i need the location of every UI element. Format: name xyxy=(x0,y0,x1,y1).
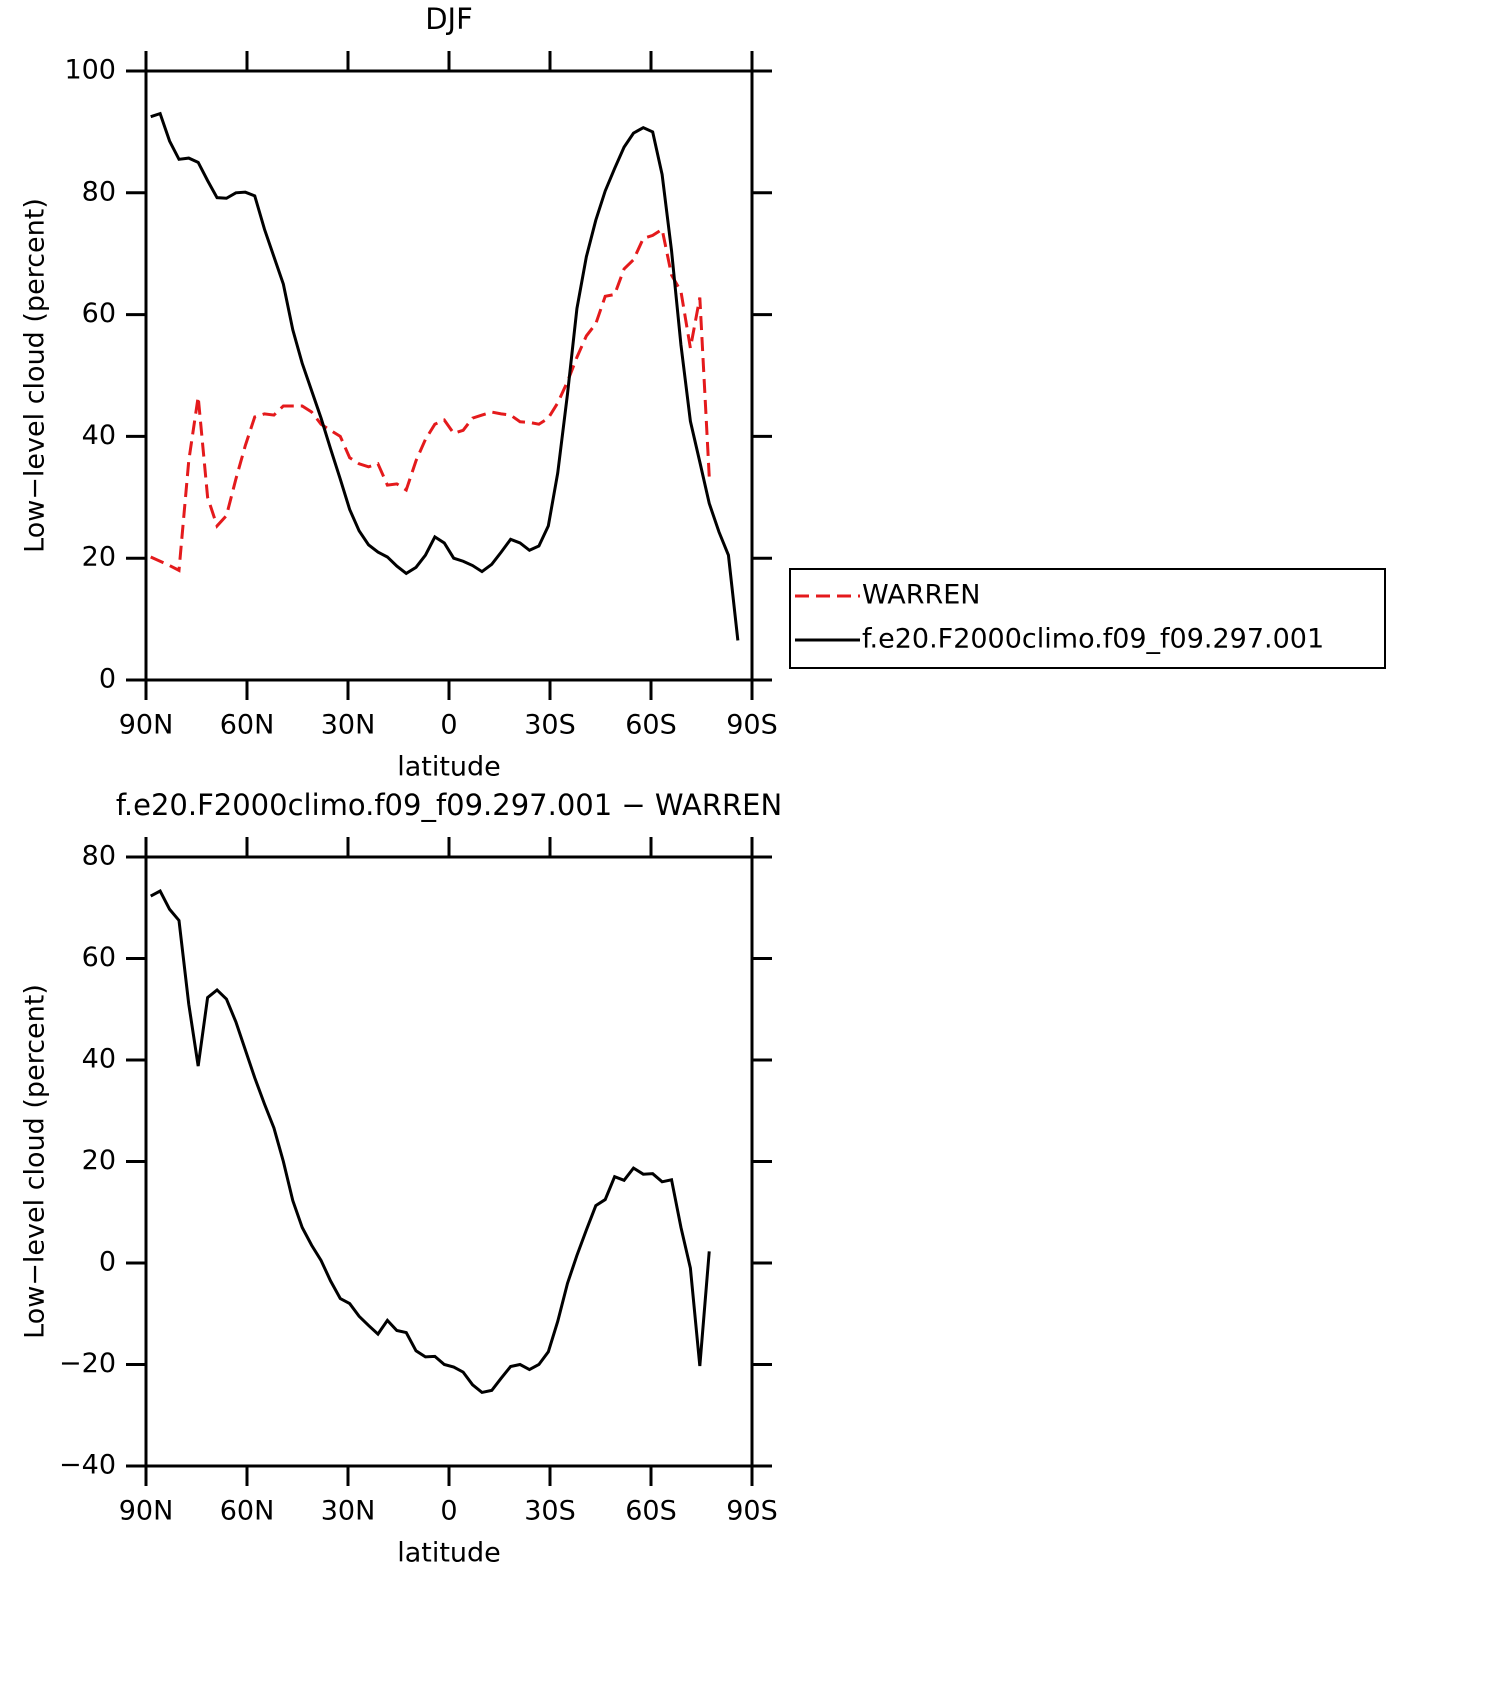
x-tick-label: 60S xyxy=(625,710,677,741)
y-tick-label: −40 xyxy=(59,1450,116,1481)
chart-title: DJF xyxy=(425,2,473,36)
data-line xyxy=(149,888,711,1395)
x-tick-label: 30N xyxy=(321,710,376,741)
legend-box xyxy=(789,568,1386,669)
x-tick-label: 30N xyxy=(321,1496,376,1527)
x-tick-label: 90N xyxy=(119,710,174,741)
legend-label: f.e20.F2000climo.f09_f09.297.001 xyxy=(862,624,1324,655)
y-tick-label: 40 xyxy=(82,1044,116,1075)
legend-label: WARREN xyxy=(862,580,980,611)
x-axis-label: latitude xyxy=(397,752,501,783)
y-tick-label: 40 xyxy=(82,420,116,451)
y-tick-label: 100 xyxy=(64,55,116,86)
y-axis-label: Low−level cloud (percent) xyxy=(20,984,51,1339)
x-tick-label: 90N xyxy=(119,1496,174,1527)
chart-title: f.e20.F2000climo.f09_f09.297.001 − WARRE… xyxy=(116,788,782,822)
plot-frame xyxy=(144,855,754,1468)
x-tick-label: 90S xyxy=(726,1496,778,1527)
y-tick-label: 20 xyxy=(82,1145,116,1176)
data-line xyxy=(150,226,711,573)
x-tick-label: 30S xyxy=(524,710,576,741)
x-axis-label: latitude xyxy=(397,1538,501,1569)
y-tick-label: 60 xyxy=(82,942,116,973)
plot-frame xyxy=(144,69,754,682)
y-axis-label: Low−level cloud (percent) xyxy=(20,198,51,553)
y-tick-label: 80 xyxy=(82,841,116,872)
y-tick-label: 60 xyxy=(82,298,116,329)
y-tick-label: 20 xyxy=(82,542,116,573)
x-tick-label: 0 xyxy=(440,710,457,741)
x-tick-label: 60N xyxy=(220,1496,275,1527)
data-line xyxy=(150,111,740,641)
y-tick-label: 0 xyxy=(99,664,116,695)
x-tick-label: 60S xyxy=(625,1496,677,1527)
x-tick-label: 0 xyxy=(440,1496,457,1527)
x-tick-label: 90S xyxy=(726,710,778,741)
y-tick-label: 0 xyxy=(99,1247,116,1278)
x-tick-label: 60N xyxy=(220,710,275,741)
x-tick-label: 30S xyxy=(524,1496,576,1527)
y-tick-label: 80 xyxy=(82,176,116,207)
y-tick-label: −20 xyxy=(59,1348,116,1379)
